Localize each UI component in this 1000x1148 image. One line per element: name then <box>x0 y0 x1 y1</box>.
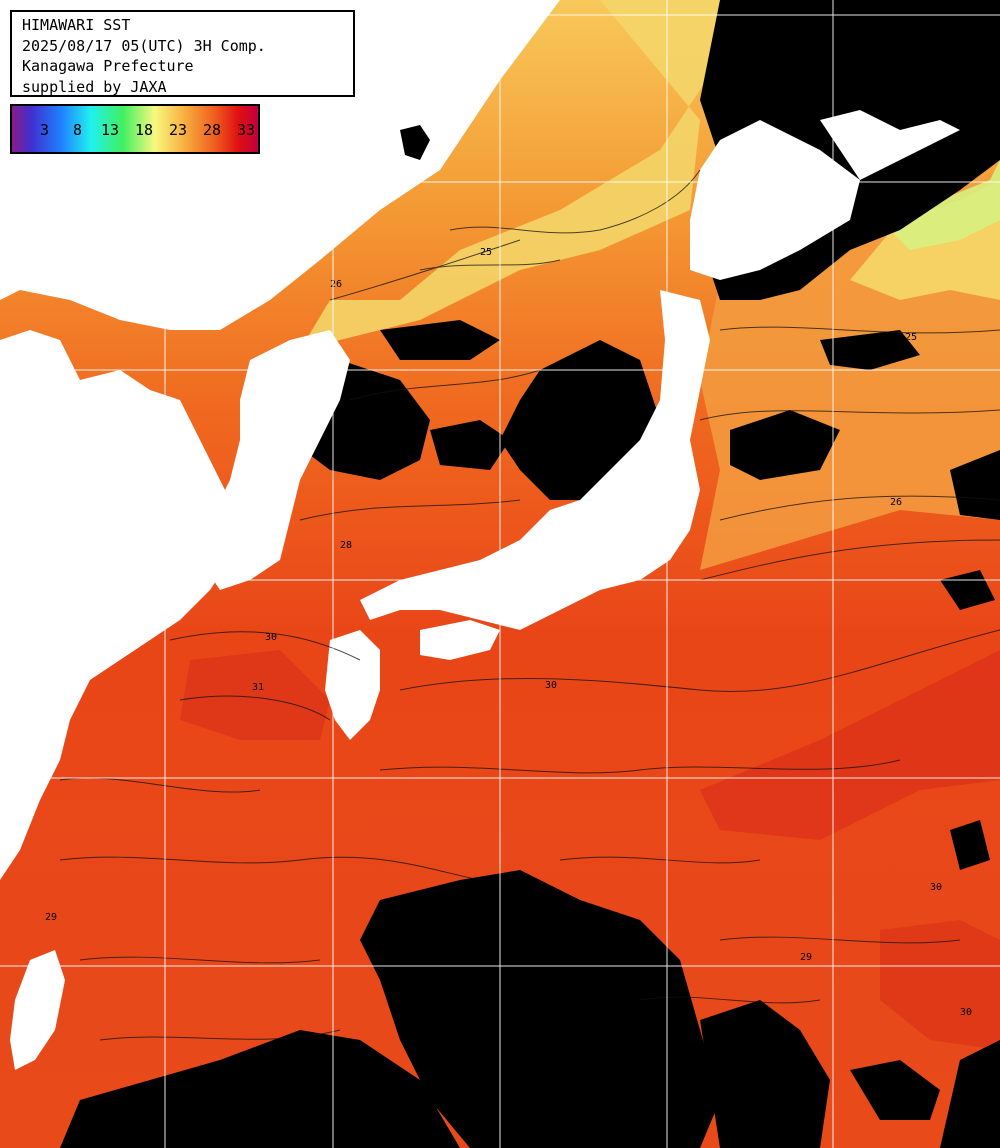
cloud-east-japan <box>730 410 840 480</box>
contour-label: 25 <box>810 434 822 445</box>
warm-band-southeast <box>880 920 1000 1050</box>
cloud-south-east <box>850 1060 940 1120</box>
land-hokkaido <box>690 120 860 280</box>
region-label: Kanagawa Prefecture <box>22 57 194 75</box>
cloud-east-small-2 <box>950 820 990 870</box>
colorbar-label: 28 <box>203 121 222 139</box>
colorbar-label: 13 <box>101 121 120 139</box>
colorbar-label: 23 <box>169 121 188 139</box>
credit-label: supplied by JAXA <box>22 77 167 96</box>
colorbar-label: 18 <box>135 121 154 139</box>
colorbar-labels: 3 8 13 18 23 28 33 <box>12 106 258 152</box>
contour-label: 28 <box>340 540 352 551</box>
land-taiwan <box>10 950 65 1070</box>
colorbar-gradient <box>12 106 258 152</box>
cloud-band-1 <box>380 320 500 360</box>
contour-label: 25 <box>905 332 917 343</box>
contour-value-labels: 25 25 25 26 26 28 29 29 30 30 30 30 31 <box>45 247 972 1018</box>
colorbar-label: 8 <box>73 121 83 139</box>
cloud-south-west <box>60 1030 460 1148</box>
timestamp-label: 2025/08/17 05(UTC) 3H Comp. <box>22 36 266 55</box>
contour-label: 30 <box>960 1007 972 1018</box>
land-sakhalin <box>820 110 960 180</box>
cloud-far-southeast <box>940 1040 1000 1148</box>
cloud-south-center <box>360 870 720 1148</box>
warm-band-west <box>180 650 330 740</box>
land-shikoku <box>420 620 500 660</box>
temperature-colorbar: 3 8 13 18 23 28 33 <box>10 104 260 154</box>
contour-label: 26 <box>330 279 342 290</box>
colorbar-label: 33 <box>237 121 256 139</box>
contour-label: 26 <box>890 497 902 508</box>
cloud-east-strip <box>820 330 920 370</box>
colorbar-label: 3 <box>40 121 50 139</box>
contour-label: 30 <box>545 680 557 691</box>
cloud-south-mid-right <box>700 1000 830 1148</box>
contour-label: 31 <box>252 682 264 693</box>
dataset-title: HIMAWARI SST <box>22 16 131 34</box>
contour-label: 30 <box>265 632 277 643</box>
cloud-far-east <box>950 450 1000 520</box>
contour-lines <box>59 169 1000 1041</box>
contour-label: 29 <box>45 912 57 923</box>
land-kyushu <box>325 630 380 740</box>
land-honshu <box>360 290 710 630</box>
land-korea <box>200 330 350 590</box>
green-patch <box>890 160 1000 250</box>
land-mainland-asia <box>0 330 240 880</box>
cloud-band-2 <box>430 420 510 470</box>
warm-band-east <box>700 650 1000 840</box>
cool-sea-north <box>300 0 740 350</box>
contour-label: 30 <box>930 882 942 893</box>
contour-label: 25 <box>480 247 492 258</box>
map-info-box: HIMAWARI SST 2025/08/17 05(UTC) 3H Comp.… <box>10 10 355 97</box>
contour-label: 29 <box>800 952 812 963</box>
land-sado <box>400 125 430 160</box>
